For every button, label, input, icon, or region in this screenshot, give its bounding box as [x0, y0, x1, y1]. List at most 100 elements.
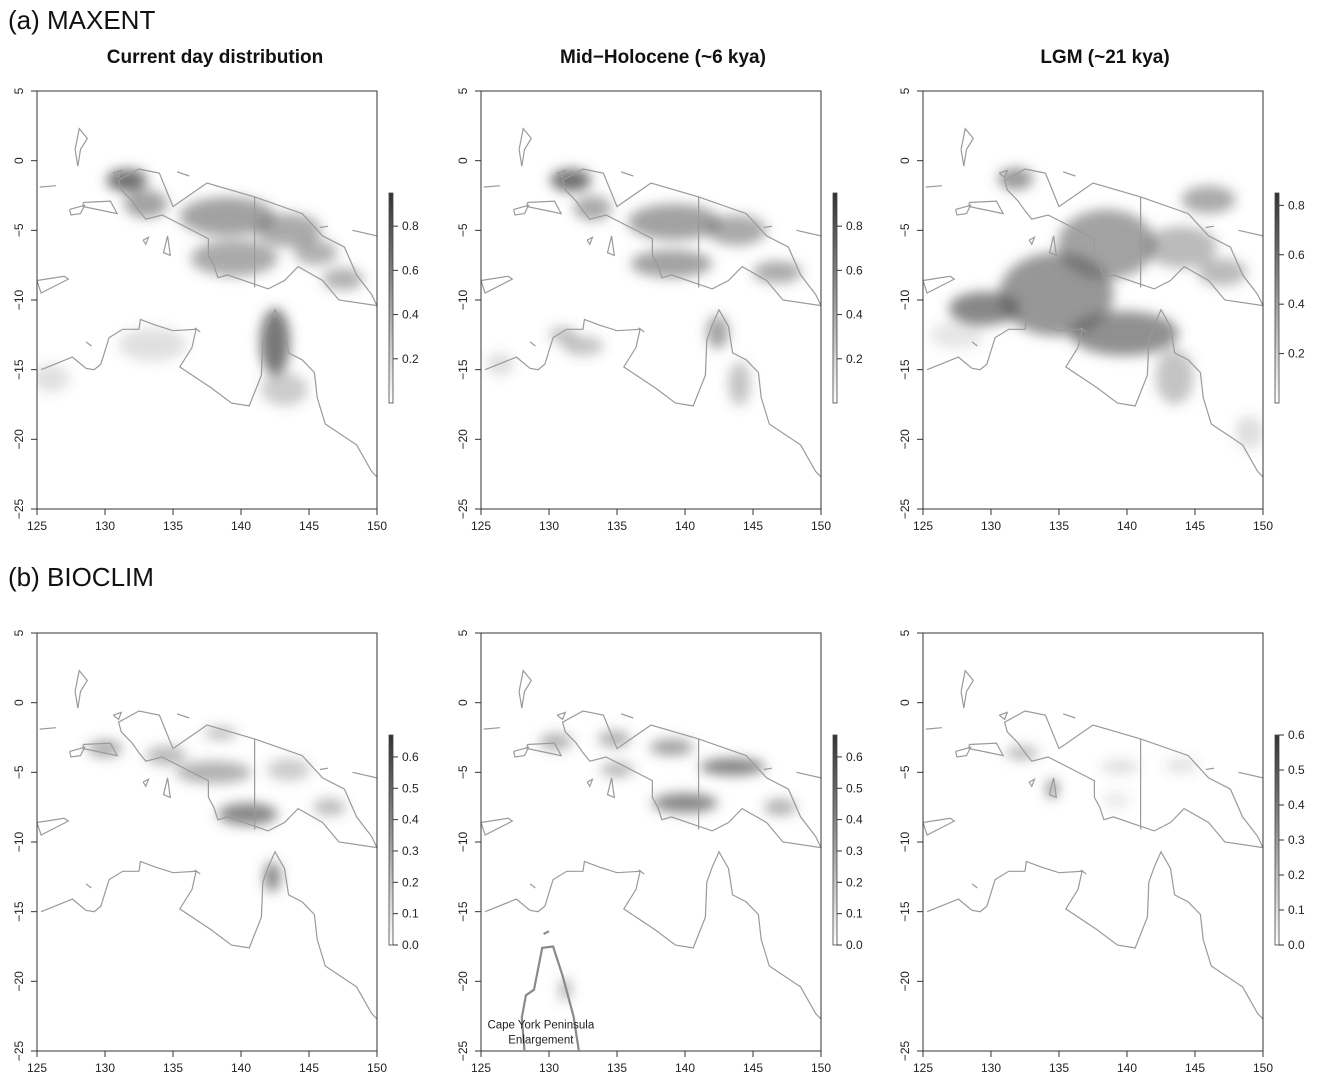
- y-tick-label: −15: [456, 901, 470, 922]
- map-panel-1-0: 125 130 135 140 145 150 5 0 −5 −10 −15 −20 −25 0.6 0.5…: [12, 629, 419, 1075]
- island-outline: [37, 817, 70, 836]
- y-tick-label: −10: [12, 831, 26, 852]
- x-tick-label: 130: [539, 1061, 559, 1075]
- colorbar-tick-label: 0.8: [1288, 198, 1305, 212]
- suitability-patch: [106, 169, 148, 192]
- australia-outline: [926, 308, 1263, 478]
- colorbar-tick-label: 0.3: [1288, 833, 1305, 847]
- island-outline: [176, 171, 190, 177]
- island-outline: [1048, 235, 1058, 257]
- suitability-patch: [1146, 226, 1217, 268]
- x-tick-label: 145: [299, 519, 319, 533]
- colorbar-tick-label: 0.1: [846, 907, 863, 921]
- x-tick-label: 150: [1253, 1061, 1273, 1075]
- x-tick-label: 145: [1185, 519, 1205, 533]
- island-outline: [998, 711, 1009, 721]
- y-tick-label: −20: [456, 429, 470, 450]
- colorbar-tick-label: 0.2: [1288, 868, 1305, 882]
- suitability-patch: [1101, 759, 1140, 774]
- island-outline: [1062, 171, 1076, 177]
- y-tick-label: 0: [12, 157, 26, 164]
- island-outline: [518, 669, 533, 709]
- x-tick-label: 150: [367, 1061, 387, 1075]
- island-outline: [620, 713, 634, 719]
- annotation-label-line1: Cape York Peninsula: [487, 1020, 594, 1032]
- cape-york-enlargement: [520, 930, 580, 1052]
- x-tick-label: 125: [27, 519, 47, 533]
- suitability-patch: [573, 195, 612, 221]
- x-tick-label: 125: [471, 1061, 491, 1075]
- colorbar-tick-label: 0.4: [402, 813, 419, 827]
- island-outline: [1062, 713, 1076, 719]
- island-outline: [998, 169, 1009, 179]
- y-tick-label: −15: [456, 359, 470, 380]
- x-tick-label: 135: [1049, 519, 1069, 533]
- island-outline: [483, 727, 501, 730]
- suitability-patch: [255, 213, 322, 248]
- suitability-patch: [997, 167, 1034, 190]
- suitability-patch: [630, 249, 713, 278]
- x-tick-label: 140: [675, 519, 695, 533]
- x-tick-label: 125: [913, 1061, 933, 1075]
- island-outline: [960, 127, 975, 167]
- island-outline: [513, 204, 530, 216]
- island-outline: [39, 185, 57, 188]
- colorbar-tick-label: 0.5: [402, 781, 419, 795]
- colorbar-tick-label: 0.4: [846, 308, 863, 322]
- colorbar-tick-label: 0.6: [846, 750, 863, 764]
- new-guinea-outline: [1003, 168, 1263, 307]
- colorbar: [1274, 734, 1280, 946]
- x-tick-label: 145: [743, 1061, 763, 1075]
- colorbar-tick-label: 0.1: [1288, 903, 1305, 917]
- suitability-patch: [1165, 758, 1198, 773]
- section-label-bioclim: (b) BIOCLIM: [8, 562, 154, 592]
- island-outline: [923, 275, 956, 294]
- colorbar: [832, 192, 838, 404]
- island-outline: [518, 127, 533, 167]
- y-tick-label: 0: [898, 699, 912, 706]
- island-outline: [112, 711, 123, 721]
- island-outline: [85, 341, 92, 347]
- australia-outline: [484, 308, 821, 478]
- y-tick-label: −20: [456, 971, 470, 992]
- colorbar-tick-label: 0.0: [1288, 938, 1305, 952]
- new-guinea-outline: [117, 710, 377, 849]
- new-guinea-outline: [561, 168, 821, 307]
- coastline-layer: [37, 669, 377, 1020]
- new-guinea-outline: [117, 168, 377, 307]
- suitability-patch: [652, 793, 718, 813]
- suitability-patch: [217, 802, 278, 826]
- y-tick-label: −15: [12, 359, 26, 380]
- x-tick-label: 145: [1185, 1061, 1205, 1075]
- colorbar-tick-label: 0.2: [402, 352, 419, 366]
- cape-york-tip: [543, 930, 550, 935]
- island-outline: [142, 778, 150, 788]
- suitability-layer: [929, 167, 1263, 450]
- colorbar-tick-label: 0.0: [846, 938, 863, 952]
- y-tick-label: −5: [12, 765, 26, 779]
- suitability-patch: [124, 189, 168, 218]
- suitability-layer: [539, 730, 797, 1001]
- island-outline: [529, 883, 536, 889]
- x-tick-label: 125: [27, 1061, 47, 1075]
- y-tick-label: −15: [898, 901, 912, 922]
- new-guinea-outline: [1003, 710, 1263, 849]
- coastline-layer: [481, 127, 821, 478]
- y-tick-label: −20: [12, 429, 26, 450]
- suitability-patch: [179, 196, 275, 236]
- y-tick-label: −25: [456, 1040, 470, 1061]
- y-tick-label: −5: [12, 223, 26, 237]
- island-outline: [529, 341, 536, 347]
- colorbar-tick-label: 0.8: [402, 219, 419, 233]
- y-tick-label: −20: [898, 971, 912, 992]
- island-outline: [74, 669, 89, 709]
- x-tick-label: 135: [163, 519, 183, 533]
- colorbar-tick-label: 0.4: [1288, 798, 1305, 812]
- coastline-layer: [923, 127, 1263, 478]
- colorbar-tick-label: 0.6: [1288, 728, 1305, 742]
- suitability-patch: [597, 730, 631, 748]
- y-tick-label: −25: [12, 1040, 26, 1061]
- suitability-patch: [929, 320, 985, 349]
- colorbar: [388, 192, 394, 404]
- suitability-patch: [261, 372, 308, 406]
